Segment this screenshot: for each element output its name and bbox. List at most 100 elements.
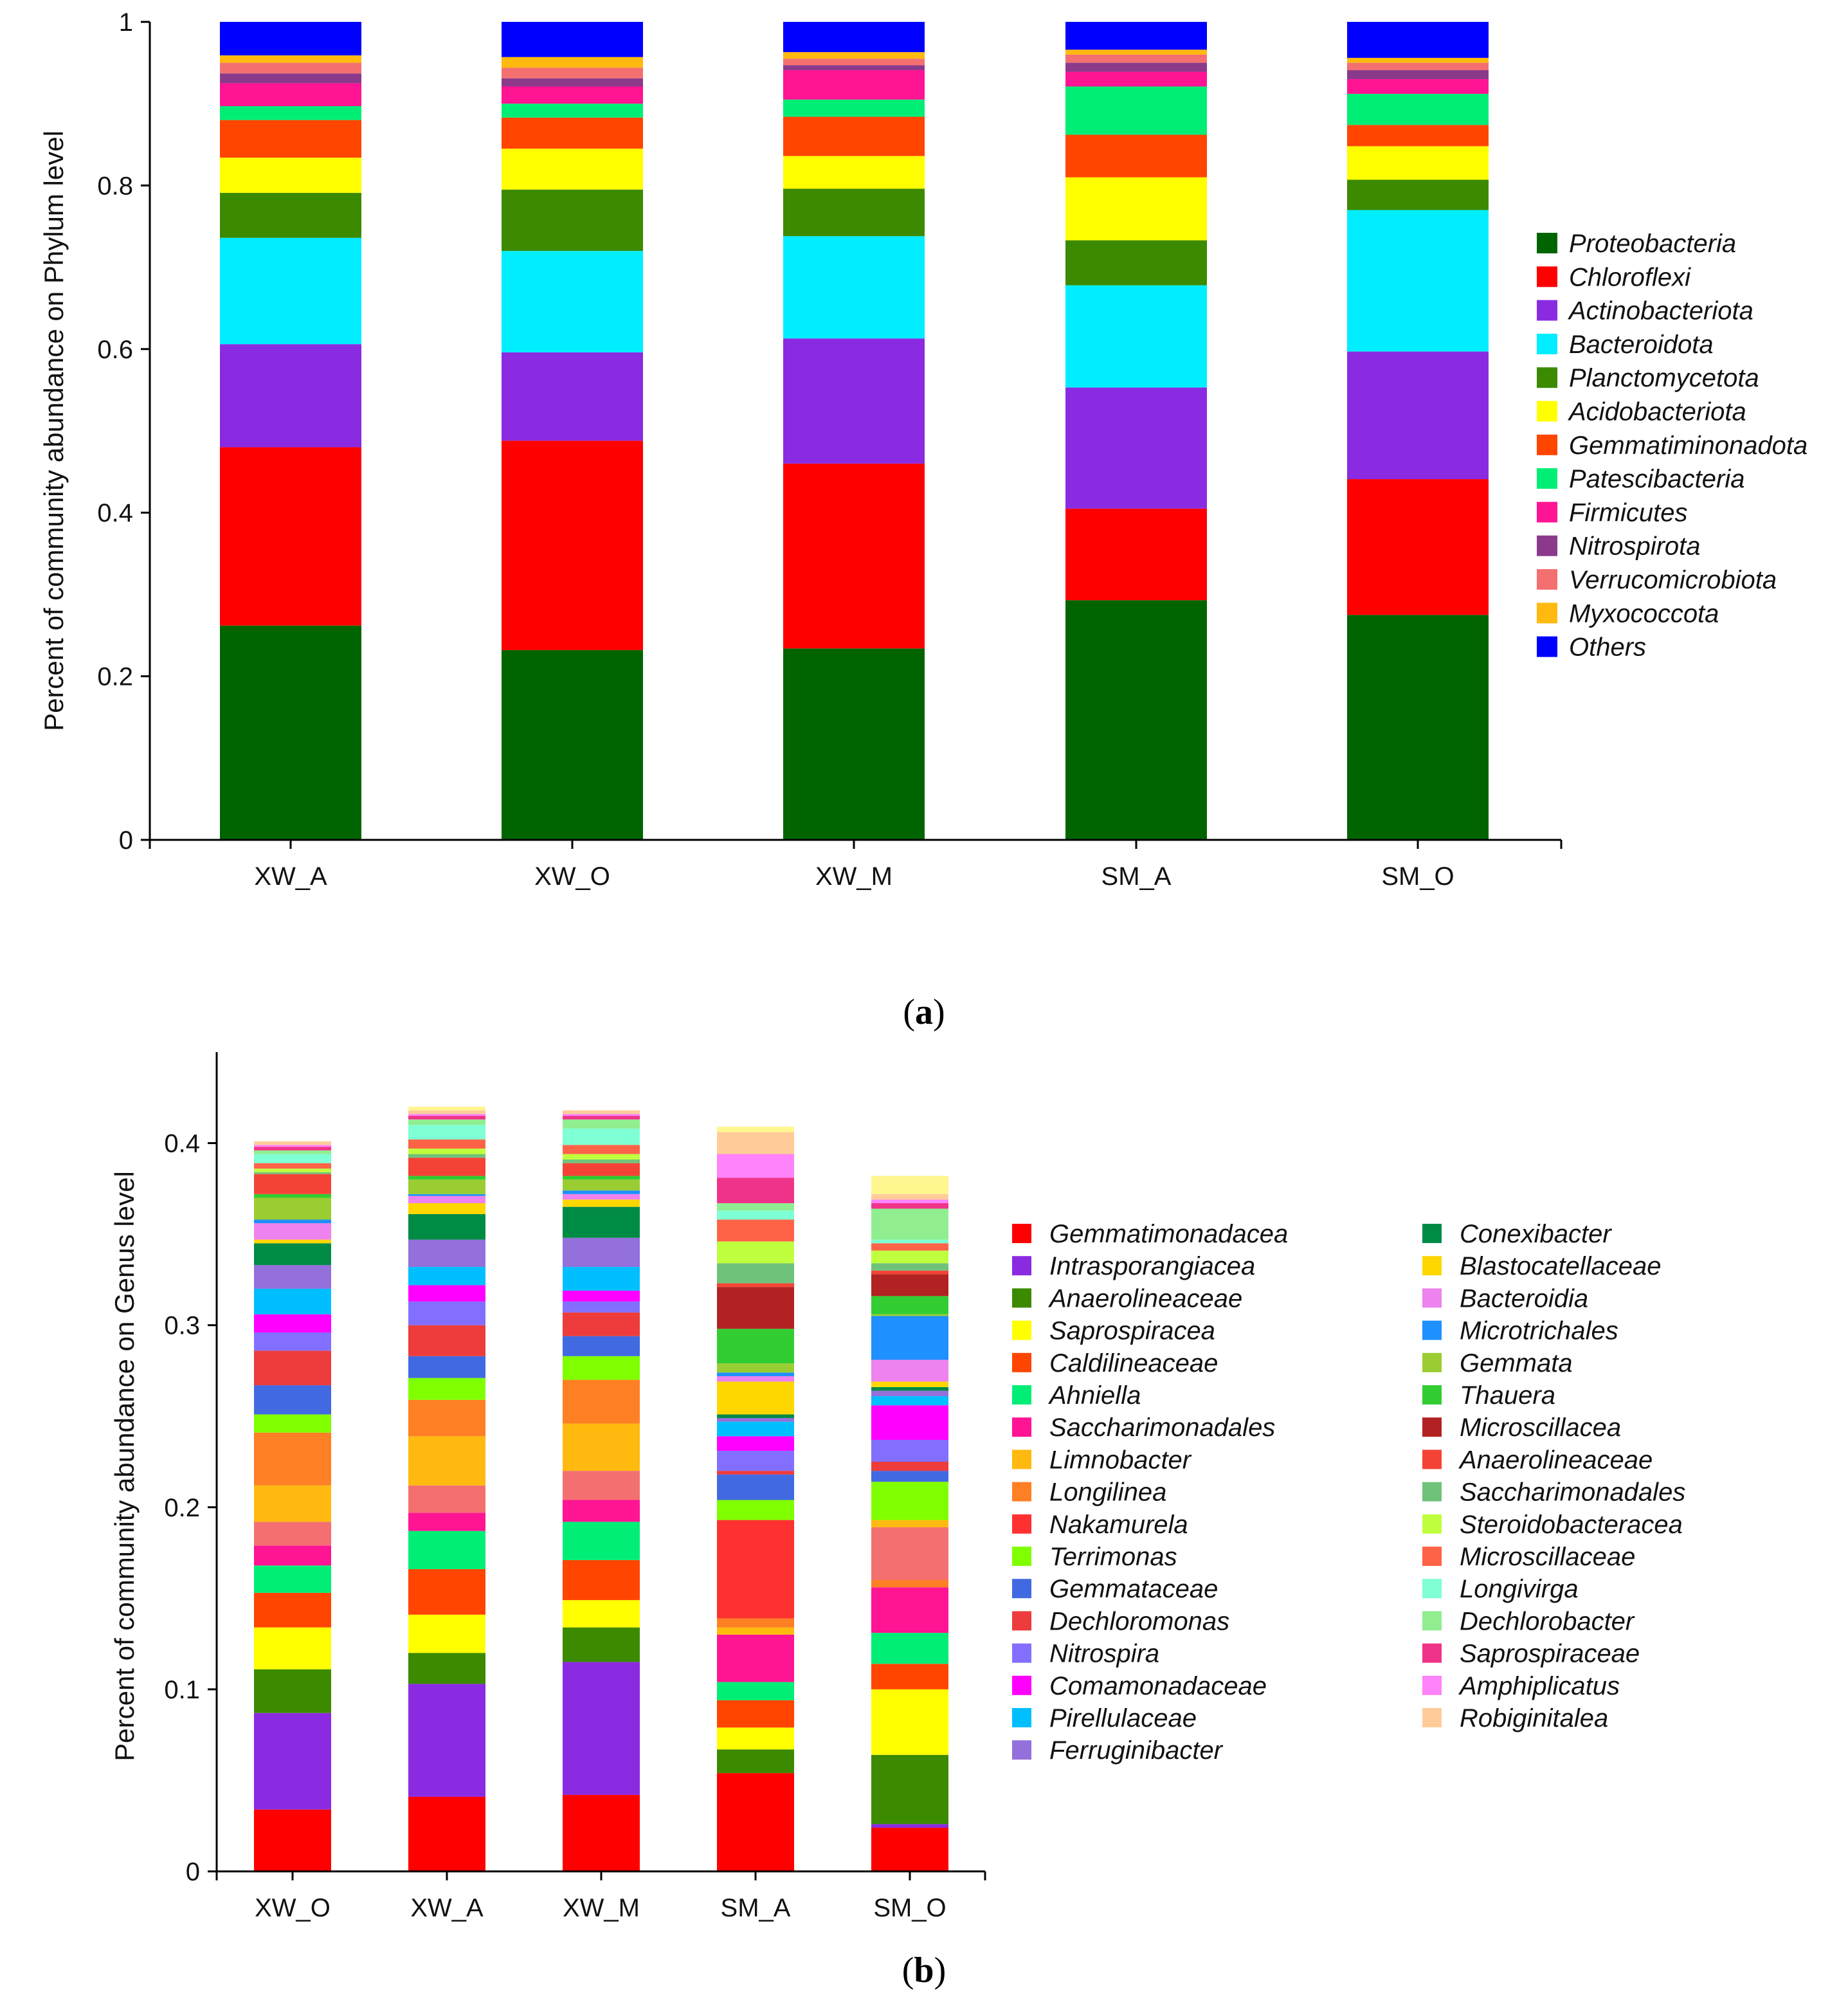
panel-a-legend: Proteobacteria Chloroflexi Actinobacteriot… [1537,230,1807,662]
bar-b-0-31 [254,1154,331,1163]
bar-a-1-12 [502,22,643,57]
bar-b-3-27 [717,1283,794,1287]
bar-a-2-10 [783,59,925,66]
bar-a-2-7 [783,99,925,117]
bar-b-4-22 [871,1359,948,1382]
bar-b-1-24 [408,1179,485,1194]
bar-a-1-10 [502,68,643,78]
bar-b-2-18 [563,1267,640,1291]
legend-b-label-1-3: Microtrichales [1460,1317,1618,1345]
panel-b-caption: (b) [902,1950,946,1990]
bar-b-2-17 [563,1290,640,1302]
legend-b-swatch-1-9 [1422,1514,1442,1534]
bar-a-1-5 [502,149,643,190]
legend-b-label-1-9: Steroidobacteracea [1460,1511,1683,1539]
bar-a-3-2 [1065,387,1207,509]
bar-b-2-19 [563,1237,640,1268]
bar-b-3-14 [717,1474,794,1500]
bar-a-3-12 [1065,22,1207,50]
bar-b-4-18 [871,1396,948,1406]
bar-b-3-32 [717,1203,794,1211]
bar-a-0-10 [220,62,361,74]
bar-a-0-1 [220,447,361,626]
bar-b-2-16 [563,1301,640,1313]
bar-a-0-6 [220,120,361,158]
panel-a-caption: (a) [903,992,945,1032]
legend-b-label-0-2: Anaerolineaceae [1048,1284,1242,1313]
bar-b-3-20 [717,1414,794,1419]
bar-b-2-33 [563,1116,640,1120]
panel-a-caption-letter: a [915,992,933,1032]
bar-b-0-33 [254,1147,331,1150]
bar-b-4-29 [871,1250,948,1264]
legend-b-label-0-14: Comamonadaceae [1049,1672,1267,1700]
bar-b-0-34 [254,1145,331,1147]
bar-a-0-5 [220,158,361,193]
legend-a-swatch-0 [1537,233,1557,253]
panel-b-bars [254,1106,948,1871]
legend-b-label-1-8: Saccharimonadales [1460,1478,1685,1507]
legend-a-swatch-8 [1537,502,1557,523]
bar-a-1-9 [502,78,643,87]
bar-b-1-4 [408,1569,485,1615]
bar-a-4-11 [1347,57,1489,63]
bar-a-2-9 [783,65,925,71]
bar-b-4-26 [871,1274,948,1296]
legend-b-swatch-0-2 [1012,1288,1031,1308]
panel-b-legend: Gemmatimonadacea Intrasporangiacea Anaerol… [1012,1220,1685,1765]
legend-b-label-0-3: Saprospiracea [1049,1317,1215,1345]
bar-b-0-5 [254,1565,331,1593]
bar-b-3-21 [717,1381,794,1415]
y-tick-label-b-0: 0 [186,1858,200,1886]
bar-b-4-36 [871,1176,948,1194]
bar-a-1-1 [502,441,643,650]
legend-b-label-0-4: Caldilineaceae [1049,1349,1218,1377]
bar-b-0-14 [254,1385,331,1415]
legend-a-swatch-2 [1537,300,1557,321]
bar-b-0-10 [254,1522,331,1546]
legend-b-label-0-16: Ferruginibacter [1049,1736,1224,1765]
y-tick-label-a-1: 0.2 [97,663,133,691]
legend-b-label-0-8: Longilinea [1049,1478,1166,1507]
bar-b-3-29 [717,1241,794,1264]
legend-b-swatch-0-14 [1012,1675,1031,1695]
y-tick-label-a-0: 0 [119,826,133,855]
legend-a-label-10: Verrucomicrobiota [1569,566,1777,594]
bar-b-1-1 [408,1684,485,1797]
bar-b-4-32 [871,1208,948,1240]
bar-b-2-15 [563,1312,640,1336]
bar-b-3-5 [717,1682,794,1700]
bar-a-0-8 [220,83,361,107]
bar-b-3-7 [717,1627,794,1635]
bar-b-2-23 [563,1190,640,1194]
legend-b-swatch-0-8 [1012,1482,1031,1502]
bar-a-2-6 [783,116,925,156]
legend-b-swatch-1-4 [1422,1352,1442,1372]
panel-a-phylum-chart: 0 0.2 0.4 0.6 0.8 1 XW_A XW_O XW_M SM_A SM_O Perc… [39,8,1807,891]
bar-b-2-14 [563,1336,640,1356]
panel-a-x-ticks: XW_A XW_O XW_M SM_A SM_O [149,840,1563,891]
bar-b-2-20 [563,1206,640,1238]
y-tick-label-b-2: 0.2 [164,1494,200,1522]
bar-b-4-34 [871,1199,948,1203]
bar-b-1-5 [408,1531,485,1570]
bar-a-1-4 [502,189,643,251]
bar-b-4-25 [871,1296,948,1314]
legend-b-swatch-0-0 [1012,1224,1031,1243]
bar-a-0-9 [220,73,361,84]
bar-b-2-21 [563,1199,640,1207]
legend-b-swatch-1-11 [1422,1579,1442,1599]
bar-b-2-1 [563,1662,640,1795]
bar-b-4-30 [871,1243,948,1251]
legend-b-swatch-1-12 [1422,1611,1442,1631]
bar-b-2-34 [563,1114,640,1116]
bar-a-0-2 [220,344,361,448]
legend-a-label-2: Actinobacteriota [1568,297,1753,325]
bar-b-0-23 [254,1219,331,1224]
bar-b-1-30 [408,1139,485,1149]
bar-b-1-25 [408,1176,485,1180]
legend-b-swatch-0-10 [1012,1547,1031,1566]
legend-a-label-3: Bacteroidota [1569,331,1714,359]
bar-b-0-18 [254,1289,331,1314]
bar-b-1-6 [408,1513,485,1531]
